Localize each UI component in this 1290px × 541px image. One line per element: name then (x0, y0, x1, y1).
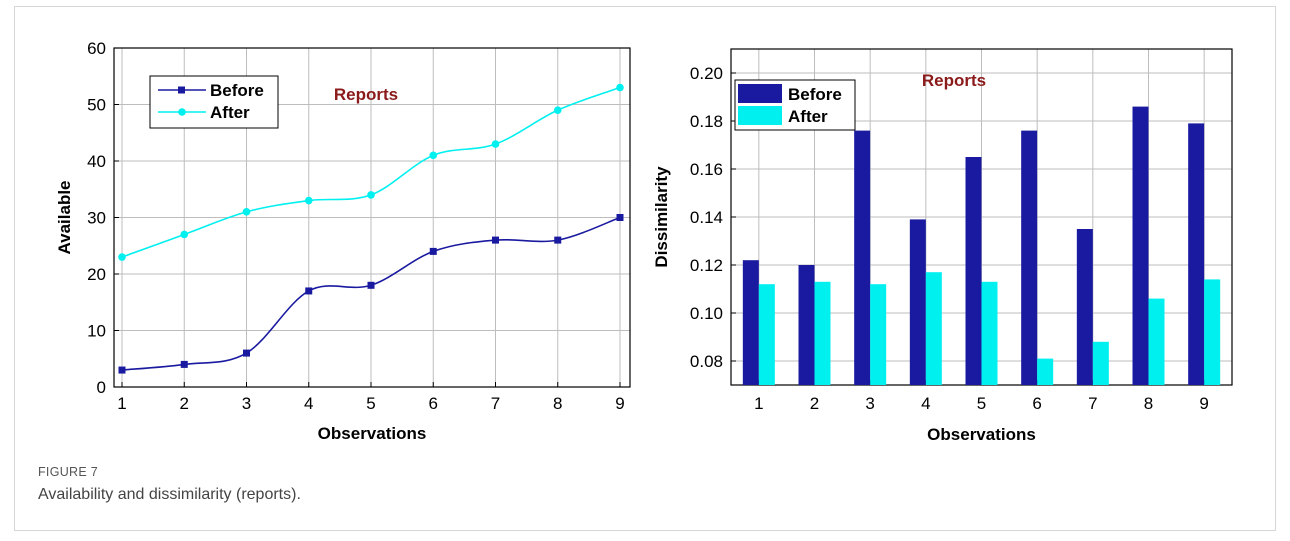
x-tick-label: 2 (810, 394, 819, 413)
y-tick-label: 0.08 (690, 352, 723, 371)
x-tick-label: 9 (1199, 394, 1208, 413)
bar (1188, 123, 1205, 386)
data-point (554, 236, 562, 244)
bar (909, 219, 926, 385)
figure-caption: Availability and dissimilarity (reports)… (38, 486, 301, 503)
data-point (367, 281, 375, 289)
data-point (491, 140, 500, 148)
y-tick-label: 50 (87, 96, 106, 115)
legend-swatch (738, 106, 782, 125)
legend-label: Before (210, 81, 264, 100)
x-axis-label: Observations (318, 424, 427, 443)
x-tick-label: 5 (977, 394, 986, 413)
data-point (553, 106, 562, 114)
y-tick-label: 20 (87, 265, 106, 284)
bar (1204, 279, 1221, 385)
bar (1037, 358, 1054, 385)
legend-label: Before (788, 85, 842, 104)
y-tick-label: 10 (87, 322, 106, 341)
data-point (492, 236, 499, 244)
y-tick-label: 0.12 (690, 256, 723, 275)
legend-marker (178, 108, 186, 116)
legend-label: After (788, 107, 828, 126)
x-tick-label: 4 (921, 394, 930, 413)
bar (925, 272, 942, 385)
y-axis-label: Available (55, 180, 74, 254)
bar (758, 284, 775, 385)
series-before (742, 106, 1205, 386)
data-point (305, 287, 313, 295)
x-tick-label: 5 (366, 394, 375, 413)
bar (814, 281, 831, 385)
bar (1148, 298, 1165, 385)
x-axis-label: Observations (927, 425, 1036, 444)
y-tick-label: 30 (87, 209, 106, 228)
data-point (180, 360, 188, 368)
x-tick-label: 6 (1032, 394, 1041, 413)
data-point (118, 253, 126, 261)
data-point (304, 196, 313, 205)
bar (870, 284, 887, 385)
bar (965, 157, 982, 385)
data-point (118, 366, 126, 374)
legend-swatch (738, 84, 782, 103)
chart-title: Reports (922, 71, 986, 90)
bar (1092, 341, 1109, 385)
data-point (616, 214, 624, 221)
x-tick-label: 3 (865, 394, 874, 413)
bar (1132, 106, 1149, 385)
figure-label: FIGURE 7 (38, 465, 99, 479)
data-point (429, 247, 437, 255)
legend-label: After (210, 103, 250, 122)
legend-box (149, 75, 279, 129)
data-point (367, 191, 375, 199)
x-tick-label: 2 (180, 394, 189, 413)
line-legend: Before After (149, 75, 279, 129)
data-point (180, 230, 189, 239)
x-tick-label: 8 (553, 394, 562, 413)
bar (1076, 229, 1093, 385)
y-tick-label: 0.10 (690, 304, 723, 323)
x-tick-label: 1 (754, 394, 763, 413)
x-tick-label: 4 (304, 394, 313, 413)
x-tick-label: 3 (242, 394, 251, 413)
bar-legend: Before After (734, 79, 856, 131)
x-tick-label: 6 (429, 394, 438, 413)
bar (854, 130, 871, 385)
legend-marker (178, 86, 185, 94)
bar (981, 281, 998, 385)
y-axis-label: Dissimilarity (652, 166, 671, 268)
data-point (616, 83, 624, 92)
data-point (243, 349, 250, 357)
series-after (118, 83, 624, 261)
bar-chart: 0.08 0.10 0.12 0.14 0.16 0.18 0.20 1 2 3 4 5 6 7 8 9 Obs… (652, 48, 1233, 444)
x-tick-label: 8 (1144, 394, 1153, 413)
chart-title: Reports (334, 85, 398, 104)
y-tick-label: 0 (97, 378, 106, 397)
x-tick-label: 7 (1088, 394, 1097, 413)
x-tick-label: 9 (615, 394, 624, 413)
y-tick-label: 0.18 (690, 112, 723, 131)
bar (742, 260, 759, 385)
y-tick-label: 0.14 (690, 208, 723, 227)
line-chart: 0 10 20 30 40 50 60 1 2 3 4 5 6 7 8 9 Observations Availa… (55, 39, 631, 443)
y-tick-label: 0.16 (690, 160, 723, 179)
y-tick-label: 60 (87, 39, 106, 58)
x-tick-label: 7 (491, 394, 500, 413)
y-tick-label: 0.20 (690, 64, 723, 83)
data-point (429, 151, 438, 160)
x-tick-label: 1 (117, 394, 126, 413)
data-point (242, 208, 251, 216)
bar (798, 265, 815, 385)
series-before (118, 214, 624, 374)
bar (1021, 130, 1038, 385)
y-tick-label: 40 (87, 152, 106, 171)
series-after (758, 272, 1221, 385)
